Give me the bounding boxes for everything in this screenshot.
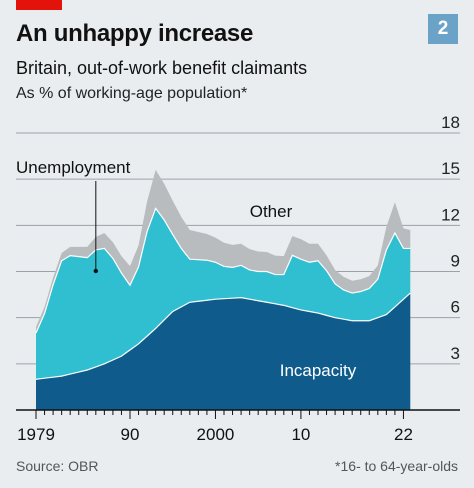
chart-unit-label: As % of working-age population* <box>16 85 248 102</box>
y-tick-label-18: 18 <box>441 113 460 132</box>
y-tick-label-3: 3 <box>451 344 460 363</box>
chart-subtitle: Britain, out-of-work benefit claimants <box>16 58 308 78</box>
x-tick-label-1979: 1979 <box>17 425 55 444</box>
area-other <box>36 169 411 334</box>
boundary-incapacity <box>35 292 411 380</box>
boundary-unemployment <box>35 207 411 334</box>
series-label-unemployment: Unemployment <box>16 158 131 177</box>
y-tick-label-15: 15 <box>441 159 460 178</box>
x-tick-label-1990: 90 <box>121 425 140 444</box>
x-tick-label-2022: 22 <box>394 425 413 444</box>
area-incapacity <box>36 293 411 410</box>
area-unemployment <box>36 208 411 380</box>
brand-red-bar <box>16 0 62 10</box>
x-tick-label-2010: 10 <box>291 425 310 444</box>
chart-title: An unhappy increase <box>16 20 254 47</box>
source-note: Source: OBR <box>16 458 99 474</box>
x-tick-label-2000: 2000 <box>197 425 235 444</box>
series-label-other: Other <box>250 202 293 221</box>
y-tick-label-9: 9 <box>451 252 460 271</box>
unemployment-leader-dot <box>93 268 99 274</box>
chart-number-badge: 2 <box>428 14 458 44</box>
footnote: *16- to 64-year-olds <box>335 458 458 474</box>
series-label-incapacity: Incapacity <box>280 361 357 380</box>
y-tick-label-12: 12 <box>441 205 460 224</box>
y-tick-label-6: 6 <box>451 298 460 317</box>
